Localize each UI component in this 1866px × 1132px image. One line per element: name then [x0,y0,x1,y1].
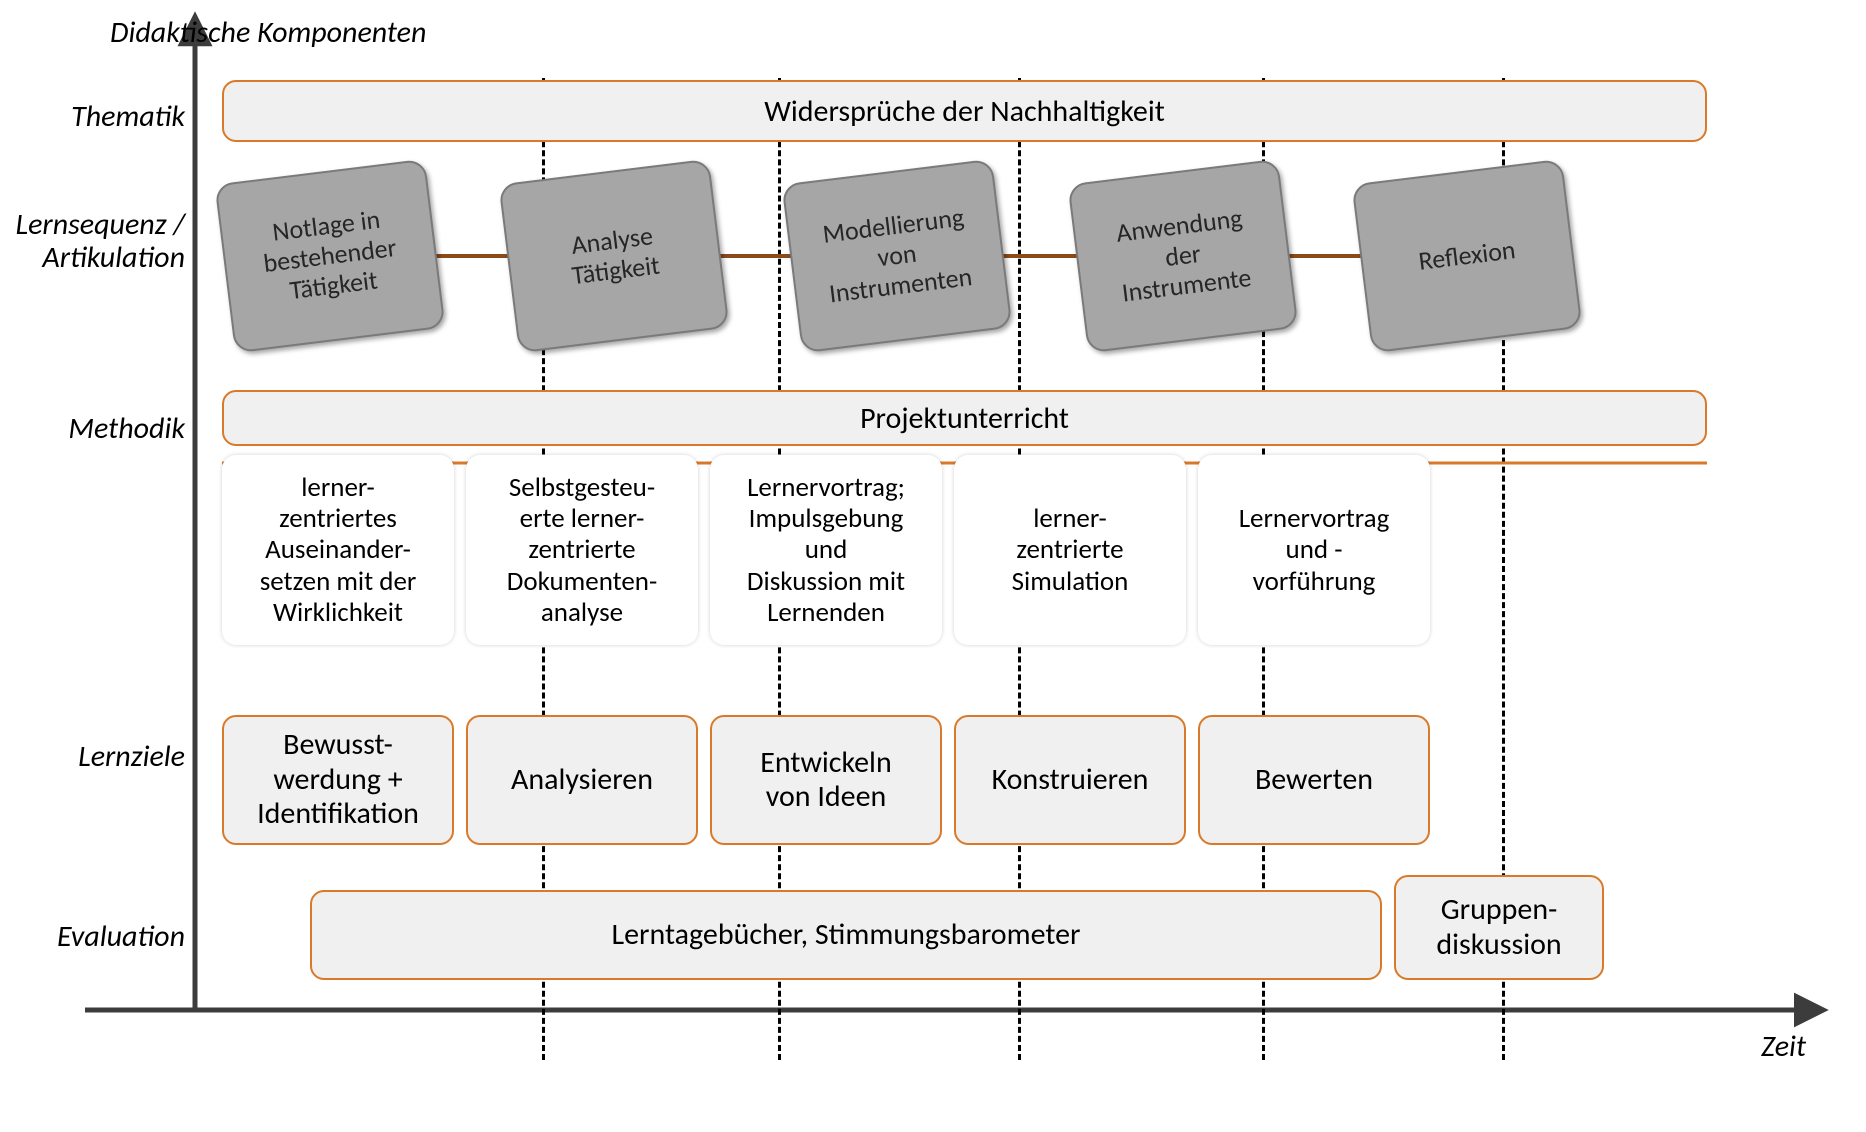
diagram-canvas: Didaktische KomponentenZeitThematikLerns… [0,0,1866,1132]
lernziel-cell-4: Bewerten [1198,715,1430,845]
method-card-2: Lernervortrag;ImpulsgebungundDiskussion … [710,455,942,645]
evaluation-box-1: Gruppen-diskussion [1394,875,1604,980]
method-card-3: lerner-zentrierteSimulation [954,455,1186,645]
lernziel-cell-3: Konstruieren [954,715,1186,845]
method-card-1: Selbstgesteu-erte lerner-zentrierteDokum… [466,455,698,645]
method-card-0: lerner-zentriertesAuseinander-setzen mit… [222,455,454,645]
lernziel-cell-0: Bewusst-werdung +Identifikation [222,715,454,845]
lernziel-cell-2: Entwickelnvon Ideen [710,715,942,845]
lernziel-cell-1: Analysieren [466,715,698,845]
evaluation-box-0: Lerntagebücher, Stimmungsbarometer [310,890,1382,980]
method-card-4: Lernervortragund -vorführung [1198,455,1430,645]
